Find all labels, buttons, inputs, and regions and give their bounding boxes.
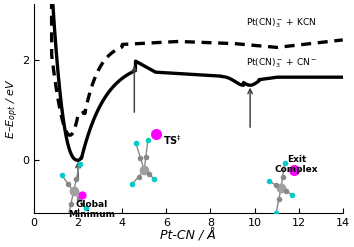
X-axis label: Pt-CN / Å: Pt-CN / Å (160, 229, 216, 243)
Text: Pt(CN)$_3^-$ + CN$^-$: Pt(CN)$_3^-$ + CN$^-$ (246, 57, 317, 70)
Text: TS$^‡$: TS$^‡$ (163, 133, 182, 147)
Text: Pt(CN)$_3^-$ + KCN: Pt(CN)$_3^-$ + KCN (246, 17, 316, 30)
Y-axis label: E–E$_{opt}$ / eV: E–E$_{opt}$ / eV (4, 78, 21, 139)
Text: Exit
Complex: Exit Complex (275, 155, 318, 174)
Text: Global
Minimum: Global Minimum (68, 200, 115, 219)
